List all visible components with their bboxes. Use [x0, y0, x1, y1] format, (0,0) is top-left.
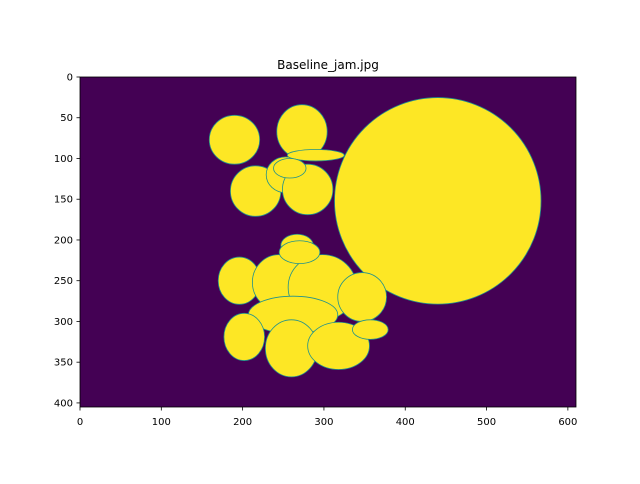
x-tick-label: 400	[396, 417, 415, 428]
y-tick-label: 250	[54, 276, 73, 287]
region-blob-15	[223, 312, 265, 361]
y-tick-label: 400	[54, 398, 73, 409]
x-tick-label: 600	[558, 417, 577, 428]
y-tick-label: 350	[54, 358, 73, 369]
region-large-disk	[334, 97, 542, 305]
x-tick-label: 100	[152, 417, 171, 428]
x-tick-label: 300	[314, 417, 333, 428]
x-tick-label: 200	[233, 417, 252, 428]
image-regions	[208, 97, 542, 378]
axes-frame	[79, 76, 577, 408]
region-blob-1	[208, 114, 261, 165]
y-tick-label: 300	[54, 317, 73, 328]
y-tick-label: 200	[54, 235, 73, 246]
region-blob-12	[337, 272, 387, 322]
x-tick-label: 0	[77, 417, 83, 428]
y-tick-label: 0	[67, 73, 73, 84]
region-blob-6	[286, 149, 345, 162]
chart-title: Baseline_jam.jpg	[277, 58, 379, 72]
region-blob-13	[278, 240, 321, 264]
x-axis: 0 100 200 300 400 500 600	[77, 407, 577, 428]
region-blob-7	[273, 158, 307, 179]
y-tick-label: 150	[54, 195, 73, 206]
x-tick-label: 500	[477, 417, 496, 428]
y-axis: 0 50 100 150 200 250 300 350 400	[54, 73, 80, 409]
y-tick-label: 50	[60, 113, 73, 124]
region-blob-18	[351, 319, 389, 340]
y-tick-label: 100	[54, 154, 73, 165]
